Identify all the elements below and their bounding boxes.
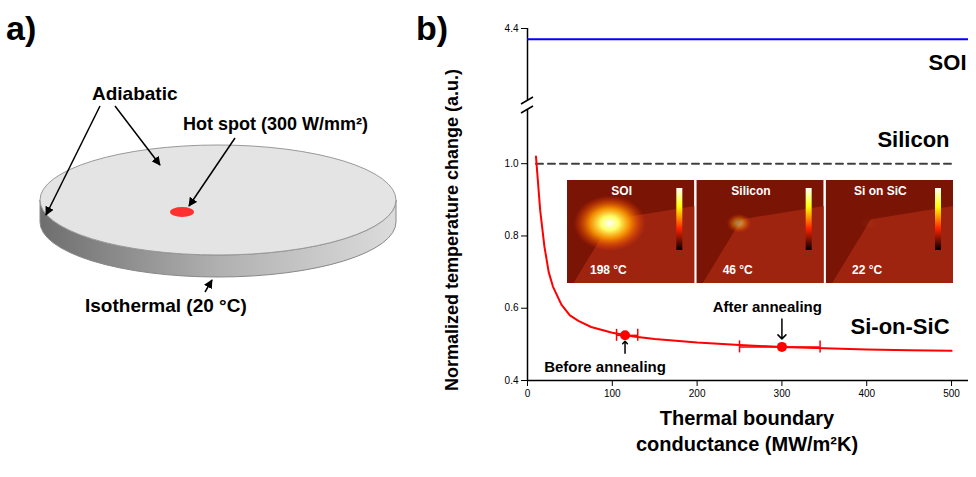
svg-text:Silicon: Silicon: [877, 127, 949, 152]
svg-text:198 °C: 198 °C: [590, 263, 627, 277]
svg-text:Normalized temperature change: Normalized temperature change (a.u.): [442, 69, 462, 391]
svg-text:0.8: 0.8: [505, 230, 519, 241]
svg-text:400: 400: [858, 388, 875, 399]
svg-text:46 °C: 46 °C: [723, 263, 753, 277]
svg-text:4.4: 4.4: [505, 23, 519, 34]
svg-text:Hot spot (300 W/mm²): Hot spot (300 W/mm²): [183, 114, 368, 134]
svg-text:200: 200: [689, 388, 706, 399]
svg-text:500: 500: [943, 388, 960, 399]
svg-text:1.0: 1.0: [505, 158, 519, 169]
svg-text:300: 300: [774, 388, 791, 399]
svg-text:Isothermal (20 °C): Isothermal (20 °C): [85, 295, 247, 316]
svg-text:0: 0: [525, 388, 531, 399]
svg-text:Si on SiC: Si on SiC: [854, 184, 907, 198]
svg-text:22 °C: 22 °C: [852, 263, 882, 277]
svg-text:SOI: SOI: [929, 50, 967, 75]
html-text:Thermal boundary conductance (: Thermal boundary conductance (MW/m²K): [635, 407, 859, 455]
svg-text:0.6: 0.6: [505, 302, 519, 313]
svg-text:SOI: SOI: [611, 184, 632, 198]
svg-text:Si-on-SiC: Si-on-SiC: [851, 314, 950, 339]
svg-text:a): a): [6, 9, 36, 47]
svg-text:b): b): [416, 9, 448, 47]
svg-text:Adiabatic: Adiabatic: [92, 83, 178, 104]
svg-text:After annealing: After annealing: [713, 298, 822, 315]
svg-text:0.4: 0.4: [505, 375, 519, 386]
svg-text:Silicon: Silicon: [731, 184, 770, 198]
svg-text:100: 100: [604, 388, 621, 399]
svg-text:Before annealing: Before annealing: [544, 358, 666, 375]
